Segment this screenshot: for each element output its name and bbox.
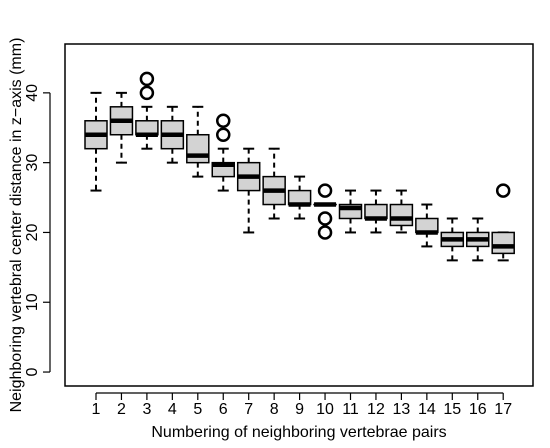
y-axis: 0 10 20 30 40 [24,84,51,376]
x-tick-label: 6 [219,401,228,418]
box-15 [440,217,465,262]
y-tick-label: 40 [24,84,41,102]
iqr-box [186,133,210,164]
box-12 [364,189,388,234]
box-8 [262,147,286,220]
x-tick-label: 3 [142,401,151,418]
iqr-box [491,231,515,255]
outlier-point [317,225,333,240]
x-tick-label: 2 [117,401,126,418]
x-tick-label: 1 [92,401,101,418]
box-5 [186,105,210,178]
outlier-point [495,183,511,198]
y-tick-label: 10 [24,293,41,311]
outlier-point [317,211,333,226]
y-tick-label: 30 [24,154,41,172]
x-tick-label: 7 [244,401,253,418]
x-tick-label: 11 [342,401,359,418]
box-6 [211,113,235,192]
x-tick-label: 12 [367,401,385,418]
x-tick-label: 4 [168,401,177,418]
box-10 [313,183,337,240]
outlier-point [139,71,155,87]
x-tick-label: 15 [443,401,461,418]
y-axis-label: Neighboring vertebral center distance in… [8,38,25,413]
iqr-box [389,203,414,227]
box-14 [415,203,439,248]
plot-frame [64,43,534,387]
box-4 [160,105,185,164]
x-axis: 1 2 3 4 5 6 7 8 9 10 11 12 13 14 15 16 17 [92,392,512,418]
outlier-point [216,113,231,129]
x-tick-label: 13 [393,401,411,418]
x-tick-label: 14 [418,401,436,418]
box-1 [84,91,108,192]
boxes-layer [84,71,515,262]
box-2 [109,91,134,164]
x-tick-label: 10 [316,401,334,418]
box-16 [466,217,490,262]
box-3 [135,71,159,150]
box-7 [236,147,261,234]
x-tick-label: 16 [469,401,487,418]
box-9 [287,175,312,220]
x-tick-label: 8 [270,401,279,418]
x-tick-label: 9 [295,401,304,418]
x-tick-label: 17 [494,401,512,418]
y-tick-label: 0 [24,367,41,376]
x-tick-label: 5 [193,401,202,418]
outlier-point [216,127,231,142]
box-13 [389,189,414,234]
y-tick-label: 20 [24,223,41,241]
box-11 [338,189,363,234]
outlier-point [317,183,333,198]
outlier-point [139,85,155,101]
x-axis-label: Numbering of neighboring vertebrae pairs [151,424,446,441]
box-17 [491,183,515,262]
